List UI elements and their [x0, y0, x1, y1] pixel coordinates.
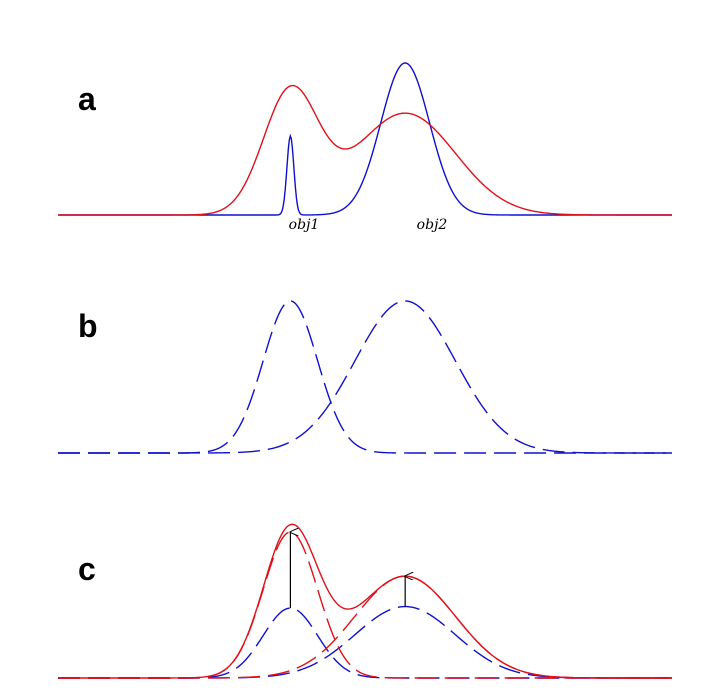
panel-b-component-obj2-curve — [58, 300, 672, 454]
panel-c-model-component-obj2-curve — [58, 605, 672, 679]
panel-c: c — [58, 523, 672, 679]
panel-a: a obj1 obj2 — [58, 62, 672, 233]
panel-b: b — [58, 300, 672, 454]
panel-c-label: c — [78, 551, 96, 587]
panel-b-label: b — [78, 308, 98, 344]
panel-c-model-component-obj1-curve — [58, 607, 672, 679]
panel-b-component-obj1-curve — [58, 300, 672, 454]
obj2-label: obj2 — [417, 217, 448, 233]
panel-a-observed-blend-curve — [58, 84, 672, 216]
obj1-label: obj1 — [289, 217, 320, 233]
panel-c-observed-blend-curve — [58, 523, 672, 679]
panel-c-scaled-component-obj2-curve — [58, 575, 672, 679]
panel-a-label: a — [78, 81, 96, 117]
